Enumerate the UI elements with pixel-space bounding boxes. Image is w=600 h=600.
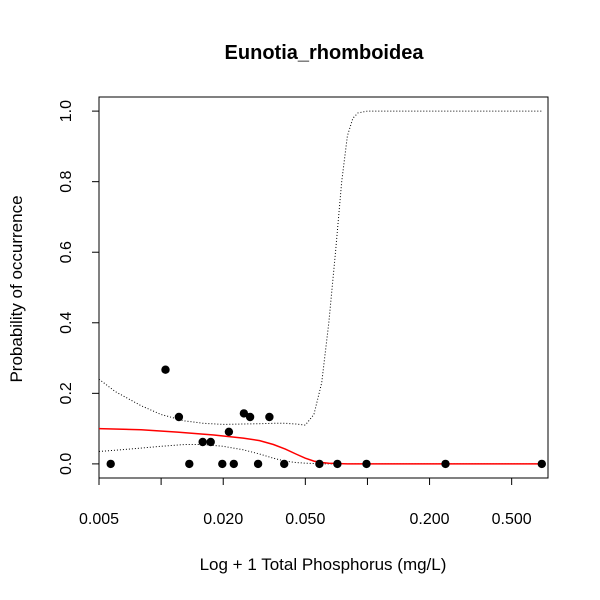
data-point (245, 412, 255, 422)
data-points (106, 365, 546, 469)
plot-frame (98, 96, 549, 479)
data-point (224, 427, 234, 436)
data-point (206, 437, 215, 447)
data-point (161, 365, 170, 374)
data-point (239, 409, 249, 418)
x-tick-label: 0.050 (285, 511, 325, 528)
y-tick-label: 0.8 (58, 170, 75, 192)
y-axis: 0.0 0.2 0.4 0.6 0.8 1.0 (58, 100, 100, 475)
data-point (185, 459, 194, 469)
data-point (218, 459, 227, 469)
data-point (253, 459, 263, 469)
fit-curve (98, 427, 542, 465)
data-point (265, 412, 274, 422)
data-point (174, 412, 184, 422)
y-tick-label: 0.4 (58, 312, 75, 334)
x-axis-label: Log + 1 Total Phosphorus (mg/L) (200, 555, 447, 574)
y-tick-label: 0.2 (58, 382, 75, 404)
confidence-band (98, 110, 542, 465)
x-tick-label: 0.020 (203, 511, 243, 528)
data-point (537, 459, 546, 469)
x-tick-label: 0.500 (492, 511, 532, 528)
x-axis: 0.005 0.020 0.050 0.200 0.500 (79, 477, 532, 528)
y-tick-label: 0.0 (58, 453, 75, 475)
x-tick-label: 0.200 (410, 511, 450, 528)
ci-upper-line (98, 110, 542, 426)
data-point (315, 459, 324, 469)
y-tick-label: 0.6 (58, 241, 75, 263)
y-axis-label: Probability of occurrence (7, 195, 26, 382)
data-point (106, 459, 115, 469)
data-point (362, 459, 371, 469)
data-point (333, 459, 342, 469)
y-tick-label: 1.0 (58, 100, 75, 122)
x-tick-label: 0.005 (79, 511, 119, 528)
data-point (229, 459, 238, 469)
data-point (441, 459, 450, 469)
data-point (280, 459, 289, 469)
fit-curve-layer (98, 427, 542, 465)
data-point (198, 437, 207, 447)
chart-title: Eunotia_rhomboidea (225, 42, 425, 64)
